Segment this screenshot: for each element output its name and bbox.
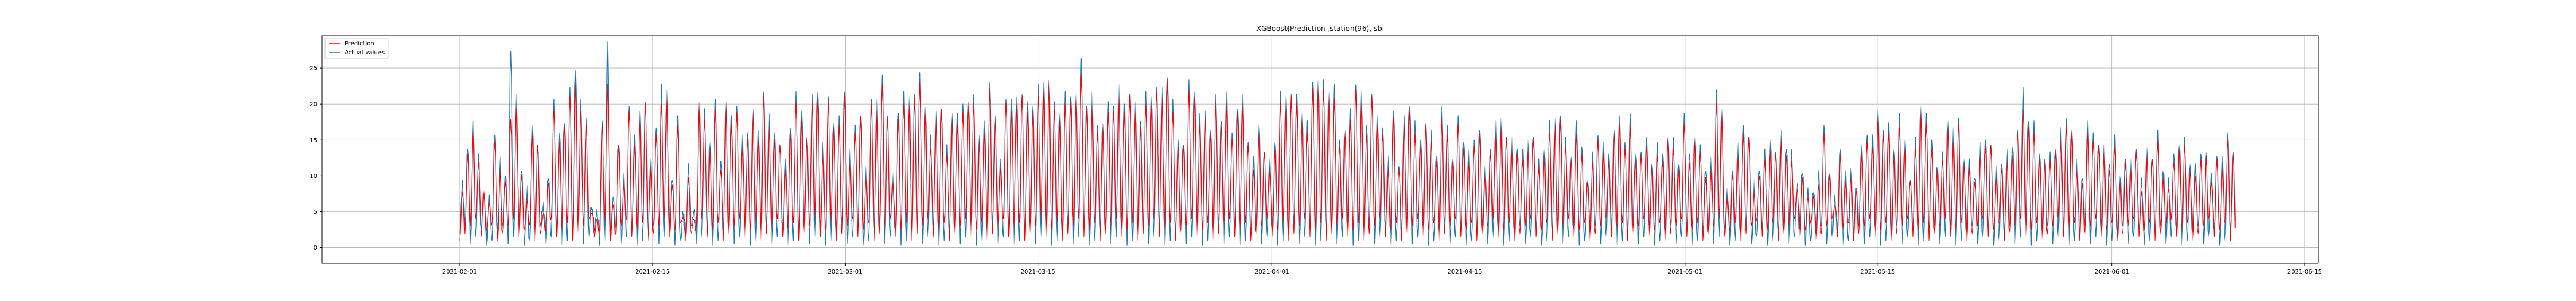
legend-label-actual: Actual values: [345, 50, 385, 56]
y-tick-label: 5: [314, 209, 317, 216]
x-tick-label: 2021-03-15: [1021, 269, 1055, 275]
series-line-prediction: [459, 75, 2236, 241]
x-tick-label: 2021-02-15: [635, 269, 670, 275]
x-tick-label: 2021-06-15: [2287, 269, 2322, 275]
y-tick-label: 15: [309, 137, 317, 144]
x-axis: 2021-02-01 2021-02-15 2021-03-01 2021-03-15…: [442, 263, 2322, 275]
x-tick-label: 2021-02-01: [442, 269, 477, 275]
legend: Prediction Actual values: [324, 38, 389, 59]
x-tick-label: 2021-06-01: [2095, 269, 2129, 275]
x-tick-label: 2021-04-15: [1447, 269, 1482, 275]
plot-frame: [321, 35, 2319, 264]
y-tick-label: 0: [314, 245, 317, 251]
y-tick-label: 10: [309, 173, 317, 180]
legend-label-prediction: Prediction: [345, 41, 374, 47]
x-tick-label: 2021-05-15: [1860, 269, 1895, 275]
y-tick-label: 25: [309, 66, 317, 72]
y-axis: 0 5 10 15 20 25: [309, 66, 322, 251]
series-layer: [459, 41, 2236, 246]
x-tick-label: 2021-04-01: [1255, 269, 1289, 275]
y-tick-label: 20: [309, 102, 317, 108]
legend-box: [324, 38, 389, 59]
x-tick-label: 2021-03-01: [828, 269, 862, 275]
chart-title: XGBoost(Prediction ,station(96), sbi: [1256, 24, 1384, 33]
x-tick-label: 2021-05-01: [1668, 269, 1702, 275]
